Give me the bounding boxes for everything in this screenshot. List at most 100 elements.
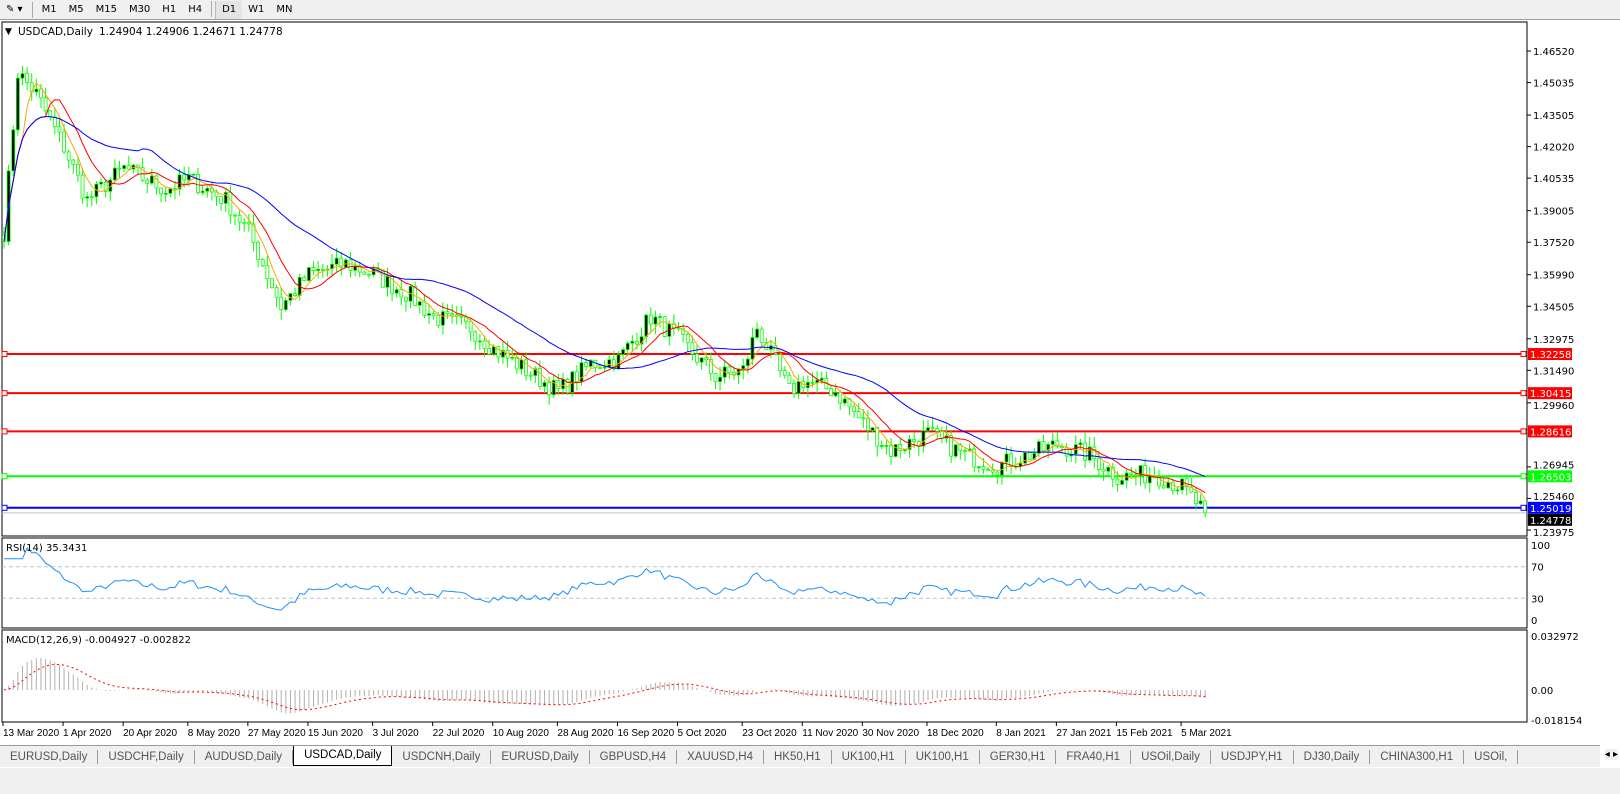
- chart-tab[interactable]: GBPUSD,H4: [590, 749, 678, 764]
- timeframe-m30[interactable]: M30: [128, 3, 151, 15]
- candle: [695, 344, 699, 366]
- chart-tab[interactable]: USOil,: [1464, 749, 1519, 764]
- candle: [1194, 487, 1198, 510]
- candle: [76, 155, 80, 182]
- candle: [413, 281, 418, 306]
- chart-tab[interactable]: XAUUSD,H4: [677, 749, 764, 764]
- candle: [667, 320, 672, 346]
- candle: [94, 181, 99, 205]
- macd-tick: 0.032972: [1531, 632, 1579, 643]
- chart-tab[interactable]: USDCAD,Daily: [293, 746, 393, 766]
- candle: [205, 185, 210, 198]
- timeframe-d1[interactable]: D1: [215, 0, 243, 19]
- timeframe-w1[interactable]: W1: [248, 3, 265, 15]
- price-tick: 1.25460: [1533, 492, 1574, 503]
- chart-tab[interactable]: HK50,H1: [764, 749, 832, 764]
- candle: [852, 403, 856, 419]
- chart-tab[interactable]: UK100,H1: [832, 749, 906, 764]
- candle: [1161, 478, 1166, 489]
- timeframe-m15[interactable]: M15: [95, 3, 117, 15]
- candle: [884, 439, 889, 455]
- candle: [1166, 477, 1171, 489]
- candle: [357, 261, 362, 278]
- candle: [399, 279, 404, 306]
- timeframe-h1[interactable]: H1: [162, 3, 177, 15]
- chart-tab[interactable]: UK100,H1: [906, 749, 980, 764]
- candle: [237, 210, 242, 231]
- ma-slow-line: [3, 116, 1206, 478]
- horizontal-level-line[interactable]: 1.30415: [1, 387, 1572, 400]
- candle: [380, 269, 385, 288]
- price-tick: 1.43505: [1533, 111, 1574, 122]
- candle: [782, 366, 787, 379]
- chart-tab[interactable]: EURUSD,Daily: [0, 749, 99, 764]
- rsi-tick: 30: [1531, 594, 1544, 605]
- tab-scroll-arrows[interactable]: ◂ ▸: [1604, 749, 1618, 760]
- candle: [1027, 451, 1032, 460]
- candle: [579, 355, 584, 386]
- date-tick: 27 May 2020: [248, 728, 306, 739]
- date-tick: 8 Jan 2021: [996, 728, 1046, 739]
- candle: [995, 470, 1000, 484]
- candle: [200, 185, 205, 196]
- date-tick: 5 Mar 2021: [1181, 728, 1232, 739]
- candle: [145, 177, 150, 194]
- chart-tab[interactable]: USDCNH,Daily: [392, 749, 492, 764]
- candle: [487, 339, 492, 355]
- candle: [990, 463, 995, 477]
- candle: [477, 333, 482, 350]
- candle: [66, 149, 71, 169]
- chart-tab[interactable]: FRA40,H1: [1056, 749, 1132, 764]
- horizontal-level-line[interactable]: 1.32258: [1, 348, 1572, 361]
- main-chart-panel[interactable]: [1, 21, 1528, 537]
- chart-tab[interactable]: EURUSD,Daily: [491, 749, 590, 764]
- macd-signal-line: [3, 663, 1206, 711]
- date-tick: 11 Nov 2020: [802, 728, 858, 739]
- date-tick: 15 Jun 2020: [308, 728, 363, 739]
- candle: [159, 187, 163, 203]
- chart-window[interactable]: 1.46520 1.45035 1.43505 1.42020 1.40535 1.390…: [0, 21, 1620, 743]
- timeframe-m1[interactable]: M1: [41, 3, 57, 15]
- candle: [1203, 499, 1208, 518]
- price-tick: 1.35990: [1533, 271, 1574, 282]
- price-tick: 1.31490: [1533, 366, 1574, 377]
- chart-tab[interactable]: CHINA300,H1: [1370, 749, 1465, 764]
- candle: [879, 440, 884, 450]
- candle: [293, 287, 297, 298]
- candle: [339, 251, 344, 276]
- candle: [233, 213, 237, 226]
- date-tick: 30 Nov 2020: [862, 728, 919, 739]
- candle: [302, 274, 307, 282]
- candle: [307, 267, 311, 282]
- candle: [838, 389, 843, 411]
- candle: [829, 385, 833, 397]
- timeframe-h4[interactable]: H4: [188, 3, 203, 15]
- collapse-icon[interactable]: ▼: [5, 27, 12, 37]
- candle: [648, 307, 653, 334]
- candle: [1143, 458, 1148, 489]
- candle: [616, 351, 621, 371]
- chart-tab[interactable]: AUDUSD,Daily: [195, 749, 294, 764]
- candle: [1157, 469, 1161, 490]
- horizontal-level-line[interactable]: 1.28616: [1, 425, 1572, 438]
- chart-title: USDCAD,Daily 1.24904 1.24906 1.24671 1.24…: [18, 26, 283, 38]
- timeframe-m5[interactable]: M5: [68, 3, 84, 15]
- rsi-panel[interactable]: [1, 537, 1528, 629]
- candle: [251, 214, 256, 252]
- timeframe-mn[interactable]: MN: [276, 3, 293, 15]
- chart-tab[interactable]: USDJPY,H1: [1211, 749, 1294, 764]
- horizontal-level-line[interactable]: 1.26503: [1, 470, 1572, 483]
- chart-tab[interactable]: DJ30,Daily: [1294, 749, 1371, 764]
- chart-tab[interactable]: USDCHF,Daily: [98, 749, 195, 764]
- candle: [935, 424, 940, 439]
- chart-tab[interactable]: USOil,Daily: [1131, 749, 1211, 764]
- candle: [394, 286, 399, 298]
- chart-tools-icon[interactable]: ✎ ▾: [6, 3, 23, 15]
- horizontal-level-line[interactable]: 1.25019: [1, 501, 1572, 515]
- candle: [1198, 494, 1203, 506]
- chart-tab[interactable]: GER30,H1: [980, 749, 1057, 764]
- candle: [953, 443, 958, 459]
- candle: [630, 335, 635, 352]
- candle: [163, 187, 168, 202]
- macd-panel[interactable]: [1, 629, 1528, 723]
